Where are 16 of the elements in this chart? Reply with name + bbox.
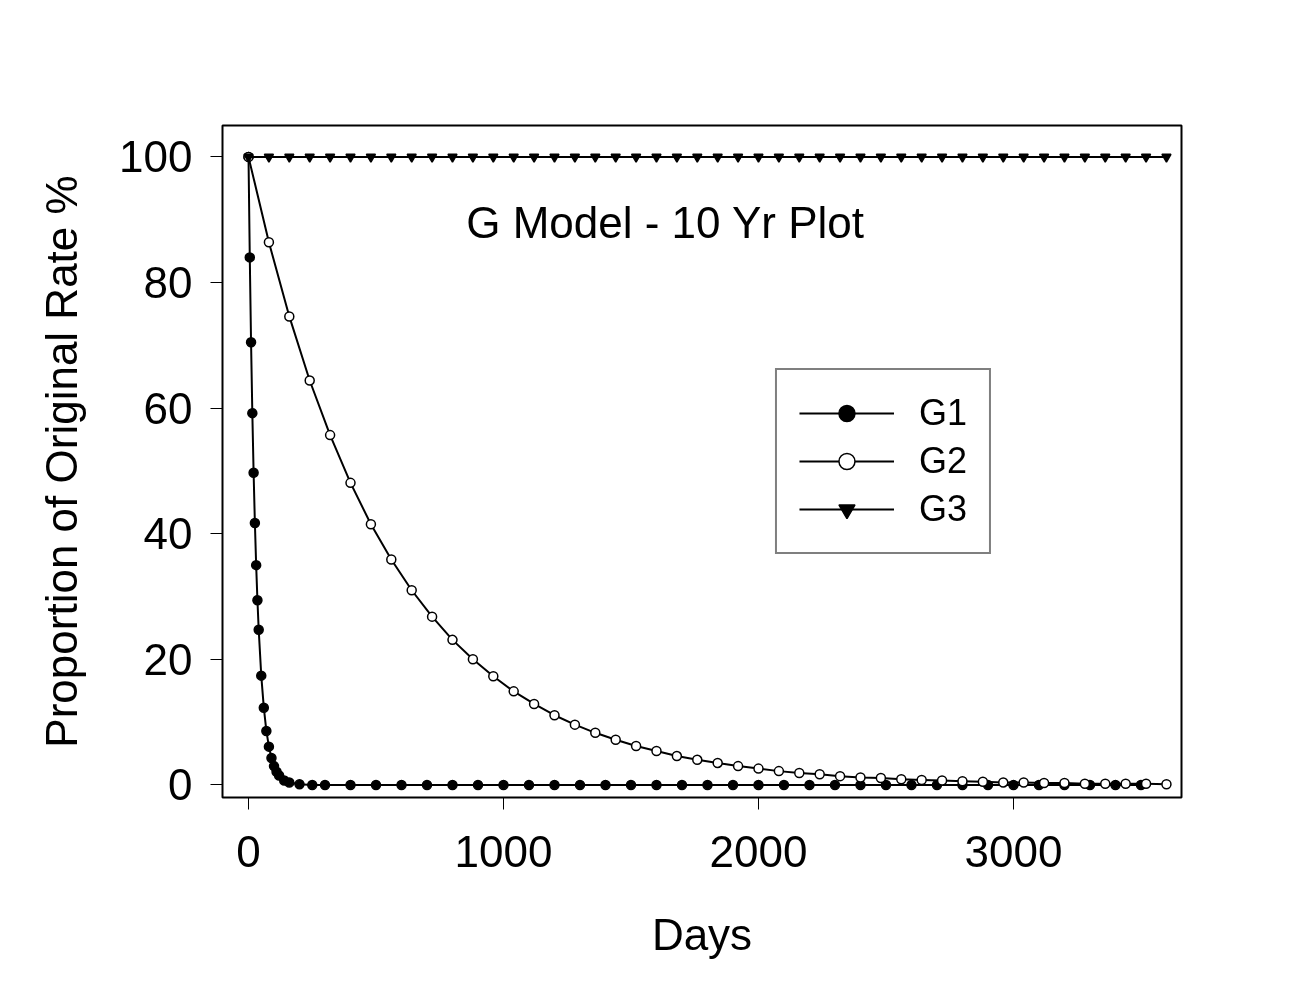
- y-tick-label: 40: [143, 509, 193, 559]
- x-tick-label: 3000: [964, 826, 1063, 876]
- x-tick-label: 1000: [454, 826, 553, 876]
- legend-label: G1: [918, 392, 967, 434]
- y-axis-title: Proportion of Original Rate %: [37, 175, 87, 748]
- y-tick-label: 20: [143, 634, 193, 684]
- y-tick-label: 60: [143, 383, 193, 433]
- x-tick-label: 0: [236, 826, 261, 876]
- legend-label: G2: [918, 440, 967, 482]
- text: G Model - 10 Yr Plot: [466, 198, 865, 247]
- x-axis-title: Days: [651, 909, 753, 959]
- legend-label: G3: [918, 488, 967, 530]
- x-tick-label: 2000: [709, 826, 808, 876]
- y-tick-label: 0: [168, 760, 193, 810]
- y-tick-label: 80: [143, 258, 193, 308]
- y-tick-label: 100: [119, 132, 193, 182]
